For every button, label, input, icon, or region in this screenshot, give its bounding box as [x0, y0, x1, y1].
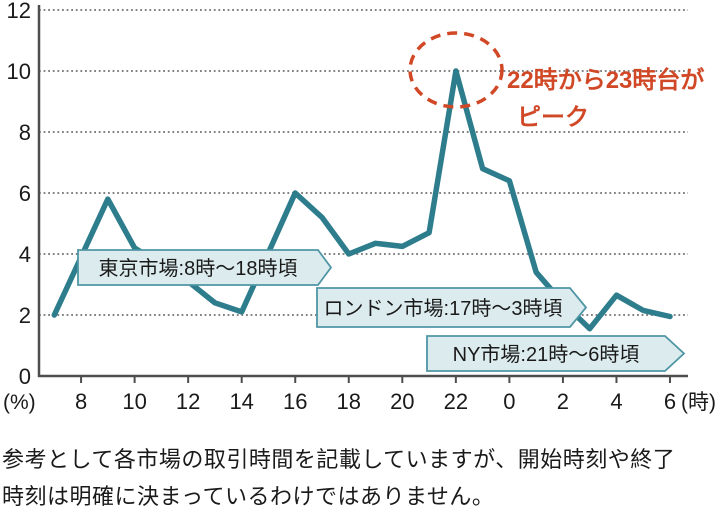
- callout-box-london: [316, 287, 588, 328]
- y-tick-label-4: 4: [19, 242, 31, 267]
- x-tick-label-6: 6: [664, 389, 676, 414]
- footnote-line2: 時刻は明確に決まっているわけではありません。: [2, 484, 495, 509]
- x-tick-label-4: 4: [610, 389, 622, 414]
- x-tick-label-18: 18: [337, 389, 361, 414]
- callout-label-london: ロンドン市場:17時〜3時頃: [324, 297, 563, 320]
- x-tick-label-16: 16: [283, 389, 307, 414]
- callout-label-ny: NY市場:21時〜6時頃: [453, 343, 640, 366]
- chart-area: 0 2 4 6 8 10 12 8 10 12 14 16 18 20 22 0 2 4 6 (%) (時) 東京市場:8…: [3, 0, 716, 414]
- peak-note-line2: ピーク: [517, 104, 589, 131]
- x-axis-unit-label: (時): [681, 391, 716, 414]
- x-tick-label-8: 8: [75, 389, 87, 414]
- y-axis-unit-label: (%): [3, 391, 36, 414]
- x-tick-label-22: 22: [444, 389, 468, 414]
- y-tick-label-12: 12: [7, 0, 31, 23]
- callout-label-tokyo: 東京市場:8時〜18時頃: [99, 257, 298, 280]
- x-tick-label-2: 2: [557, 389, 569, 414]
- x-tick-label-0: 0: [503, 389, 515, 414]
- x-tick-label-14: 14: [229, 389, 253, 414]
- y-tick-label-10: 10: [7, 59, 31, 84]
- y-tick-label-6: 6: [19, 181, 31, 206]
- x-tick-label-10: 10: [122, 389, 146, 414]
- y-tick-label-2: 2: [19, 303, 31, 328]
- callout-box-tokyo: [77, 249, 333, 286]
- footnote: 参考として各市場の取引時間を記載していますが、開始時刻や終了 時刻は明確に決まっ…: [2, 441, 726, 515]
- callout-box-ny: [426, 335, 686, 372]
- x-tick-label-20: 20: [390, 389, 414, 414]
- x-tick-label-12: 12: [176, 389, 200, 414]
- y-tick-label-0: 0: [19, 364, 31, 389]
- y-tick-label-8: 8: [19, 120, 31, 145]
- peak-ellipse: [408, 31, 504, 109]
- activity-line-chart: 0 2 4 6 8 10 12 8 10 12 14 16 18 20 22 0 2 4 6 (%) (時) 東京市場:8…: [3, 0, 716, 414]
- footnote-line1: 参考として各市場の取引時間を記載していますが、開始時刻や終了: [2, 447, 676, 472]
- peak-note-line1: 22時から23時台が: [507, 66, 704, 94]
